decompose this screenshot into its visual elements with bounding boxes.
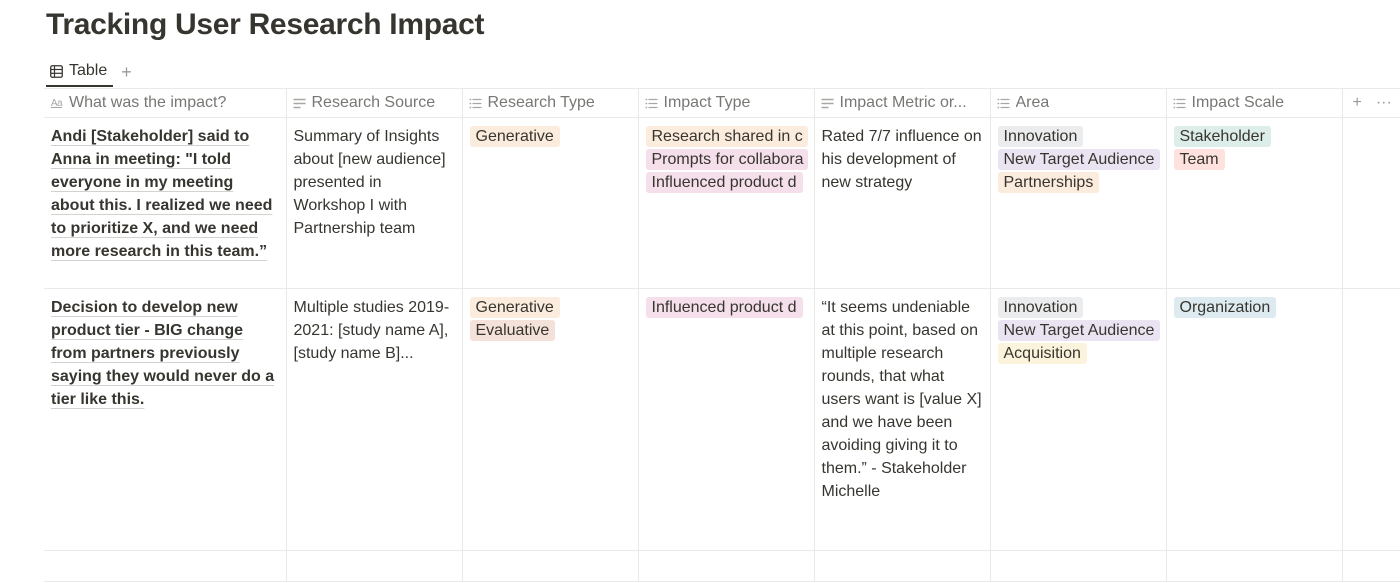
row-title-link[interactable]: Andi [Stakeholder] said to Anna in meeti… xyxy=(51,128,273,260)
tag-innovation: Innovation xyxy=(997,297,1084,318)
cell-empty[interactable] xyxy=(990,550,1167,582)
tag-partnerships: Partnerships xyxy=(997,172,1100,193)
tag-prompts-collaboration: Prompts for collabora xyxy=(645,149,808,170)
tag-acquisition: Acquisition xyxy=(997,343,1087,364)
tag-stakeholder: Stakeholder xyxy=(1173,126,1271,147)
title-aa-icon: Aa xyxy=(50,97,63,109)
text-lines-icon xyxy=(821,98,833,108)
cell-empty[interactable] xyxy=(286,550,463,582)
database-table: Aa What was the impact? Research Source … xyxy=(44,88,1400,582)
multi-select-icon xyxy=(645,98,657,108)
row-title-link[interactable]: Decision to develop new product tier - B… xyxy=(51,299,275,408)
cell-impact-type[interactable]: Research shared in c Prompts for collabo… xyxy=(638,117,815,289)
cell-area[interactable]: Innovation New Target Audience Acquisiti… xyxy=(990,288,1167,551)
cell-research-source[interactable]: Multiple studies 2019-2021: [study name … xyxy=(286,288,463,551)
cell-area[interactable]: Innovation New Target Audience Partnersh… xyxy=(990,117,1167,289)
cell-empty[interactable] xyxy=(1166,550,1343,582)
table-icon xyxy=(50,64,63,78)
cell-impact-metric[interactable]: Rated 7/7 influence on his development o… xyxy=(814,117,991,289)
column-header-impact-metric[interactable]: Impact Metric or... xyxy=(814,88,991,118)
tag-influenced-product: Influenced product d xyxy=(645,297,803,318)
tab-table-label: Table xyxy=(69,62,108,79)
tag-generative: Generative xyxy=(469,297,560,318)
cell-impact-type[interactable]: Influenced product d xyxy=(638,288,815,551)
cell-empty xyxy=(1342,117,1400,289)
cell-empty[interactable] xyxy=(638,550,815,582)
multi-select-icon xyxy=(469,98,481,108)
table-row: Decision to develop new product tier - B… xyxy=(44,288,1400,551)
cell-empty[interactable] xyxy=(44,550,287,582)
tag-team: Team xyxy=(1173,149,1225,170)
multi-select-icon xyxy=(997,98,1009,108)
tag-evaluative: Evaluative xyxy=(469,320,556,341)
cell-impact[interactable]: Andi [Stakeholder] said to Anna in meeti… xyxy=(44,117,287,289)
tag-generative: Generative xyxy=(469,126,560,147)
column-header-research-source[interactable]: Research Source xyxy=(286,88,463,118)
cell-empty xyxy=(1342,550,1400,582)
cell-research-type[interactable]: Generative xyxy=(462,117,639,289)
tag-influenced-product: Influenced product d xyxy=(645,172,803,193)
cell-impact-scale[interactable]: Organization xyxy=(1166,288,1343,551)
tag-new-target-audience: New Target Audience xyxy=(997,320,1161,341)
multi-select-icon xyxy=(1173,98,1185,108)
tag-research-shared: Research shared in c xyxy=(645,126,808,147)
cell-empty[interactable] xyxy=(462,550,639,582)
column-actions: + ··· xyxy=(1342,88,1400,118)
cell-impact-scale[interactable]: Stakeholder Team xyxy=(1166,117,1343,289)
add-view-button[interactable]: + xyxy=(121,62,132,82)
column-header-impact-scale[interactable]: Impact Scale xyxy=(1166,88,1343,118)
cell-research-type[interactable]: Generative Evaluative xyxy=(462,288,639,551)
cell-research-source[interactable]: Summary of Insights about [new audience]… xyxy=(286,117,463,289)
table-header-row: Aa What was the impact? Research Source … xyxy=(44,88,1400,118)
text-lines-icon xyxy=(293,98,305,108)
table-row: Andi [Stakeholder] said to Anna in meeti… xyxy=(44,117,1400,289)
column-header-impact[interactable]: Aa What was the impact? xyxy=(44,88,287,118)
tag-organization: Organization xyxy=(1173,297,1277,318)
column-header-impact-type[interactable]: Impact Type xyxy=(638,88,815,118)
more-options-button[interactable]: ··· xyxy=(1375,94,1392,111)
cell-empty xyxy=(1342,288,1400,551)
view-tabs: Table + xyxy=(46,56,132,88)
tab-table[interactable]: Table xyxy=(46,57,114,87)
tag-innovation: Innovation xyxy=(997,126,1084,147)
cell-impact[interactable]: Decision to develop new product tier - B… xyxy=(44,288,287,551)
page-title: Tracking User Research Impact xyxy=(46,8,485,41)
column-header-area[interactable]: Area xyxy=(990,88,1167,118)
table-row-empty[interactable] xyxy=(44,550,1400,582)
column-header-research-type[interactable]: Research Type xyxy=(462,88,639,118)
cell-empty[interactable] xyxy=(814,550,991,582)
add-column-button[interactable]: + xyxy=(1352,94,1362,111)
cell-impact-metric[interactable]: “It seems undeniable at this point, base… xyxy=(814,288,991,551)
tag-new-target-audience: New Target Audience xyxy=(997,149,1161,170)
